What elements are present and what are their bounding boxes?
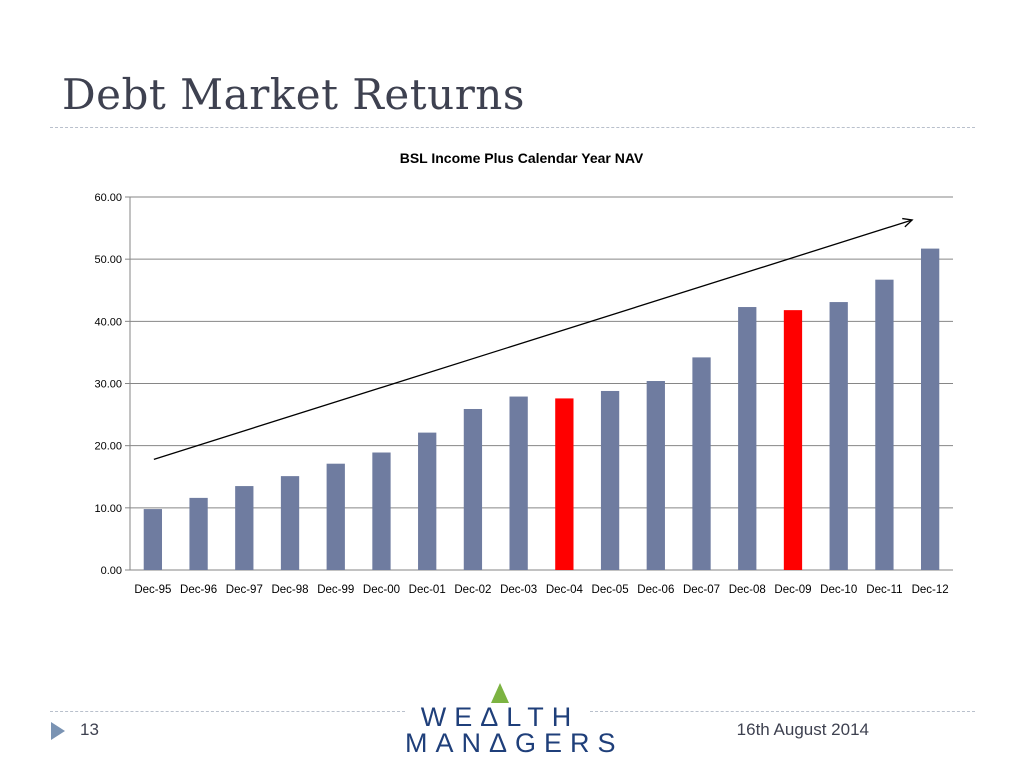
chart-title: BSL Income Plus Calendar Year NAV	[400, 150, 644, 166]
bar-dec-11	[875, 279, 894, 570]
slide-title: Debt Market Returns	[62, 70, 525, 119]
trend-arrow-head-icon	[902, 217, 914, 228]
bar-dec-06	[646, 381, 665, 570]
bar-dec-07	[692, 357, 711, 570]
x-tick-label: Dec-96	[180, 584, 217, 596]
bar-dec-04	[555, 398, 574, 570]
bar-dec-98	[280, 476, 300, 570]
x-tick-label: Dec-03	[500, 584, 537, 596]
x-tick-label: Dec-99	[317, 584, 354, 596]
logo-text-line2: MANΔGERS	[405, 728, 624, 758]
y-tick-label: 30.00	[94, 379, 122, 391]
x-tick-label: Dec-02	[454, 584, 491, 596]
bar-dec-08	[738, 307, 757, 570]
y-tick-label: 10.00	[94, 503, 122, 515]
x-tick-label: Dec-01	[409, 584, 446, 596]
x-tick-label: Dec-11	[866, 584, 902, 596]
bar-chart: BSL Income Plus Calendar Year NAV 0.00 10.…	[94, 150, 953, 596]
y-tick-label: 0.00	[101, 565, 122, 577]
x-tick-label: Dec-12	[912, 584, 949, 596]
x-tick-label: Dec-97	[226, 584, 263, 596]
x-tick-label: Dec-09	[774, 584, 811, 596]
bar-dec-09	[783, 310, 803, 570]
x-tick-label: Dec-06	[637, 584, 674, 596]
x-tick-label: Dec-10	[820, 584, 857, 596]
footer-divider-left	[50, 711, 405, 712]
x-tick-label: Dec-04	[546, 584, 584, 596]
trend-arrow-line	[153, 219, 913, 460]
logo-text-line1: WEΔLTH	[420, 702, 580, 732]
bar-dec-00	[372, 452, 391, 570]
page-number: 13	[80, 720, 99, 739]
wealth-managers-logo: WEΔLTH MANΔGERS	[405, 680, 624, 758]
y-tick-label: 50.00	[94, 254, 122, 266]
logo-green-triangle	[491, 683, 509, 703]
bar-dec-12	[920, 248, 940, 570]
x-tick-label: Dec-05	[592, 584, 629, 596]
x-tick-label: Dec-00	[363, 584, 400, 596]
bar-dec-01	[418, 432, 437, 570]
y-tick-label: 40.00	[94, 316, 122, 328]
bar-dec-02	[463, 408, 483, 570]
x-tick-label: Dec-08	[729, 584, 766, 596]
footer-date: 16th August 2014	[736, 720, 869, 739]
bar-dec-99	[326, 463, 345, 570]
bar-dec-10	[829, 302, 848, 570]
x-tick-label: Dec-98	[271, 584, 308, 596]
x-tick-label: Dec-07	[683, 584, 720, 596]
bar-dec-03	[509, 396, 528, 570]
bar-dec-05	[600, 390, 620, 570]
triangle-bullet-icon	[51, 722, 65, 740]
y-tick-label: 60.00	[94, 192, 122, 204]
title-divider	[50, 127, 975, 128]
x-tick-label: Dec-95	[134, 584, 171, 596]
bar-dec-95	[143, 509, 163, 570]
bar-dec-96	[189, 497, 208, 570]
y-tick-label: 20.00	[94, 441, 122, 453]
bar-dec-97	[235, 486, 254, 570]
footer-divider-right	[590, 711, 975, 712]
